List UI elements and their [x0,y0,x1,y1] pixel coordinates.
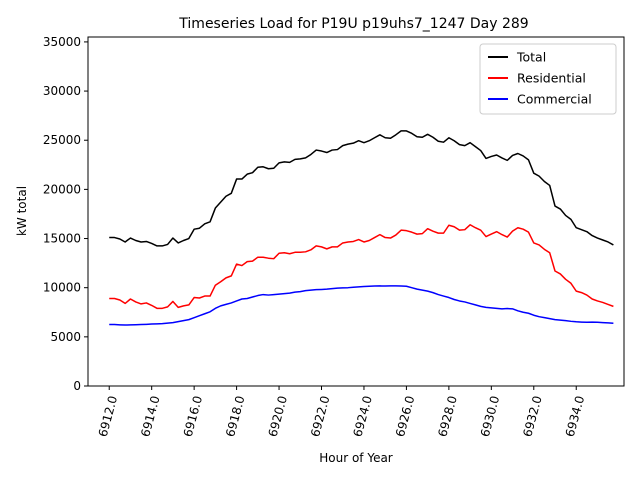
legend-label-total: Total [516,50,546,65]
y-tick-label: 10000 [43,281,81,295]
series-line-total [109,130,614,247]
y-tick-label: 15000 [43,232,81,246]
legend-label-commercial: Commercial [517,92,592,107]
y-tick-label: 5000 [50,330,81,344]
series-layer [109,130,614,326]
legend-box [479,43,617,115]
plot-frame [87,36,625,387]
y-tick-label: 0 [73,379,81,393]
x-axis-label: Hour of Year [319,451,393,465]
y-axis-label: kW total [15,186,29,236]
y-tick-label: 25000 [43,133,81,147]
legend-label-residential: Residential [517,71,586,86]
series-line-residential [109,224,614,310]
y-axis: 0 5000 10000 15000 20000 25000 30000 35000 [43,35,88,393]
series-line-commercial [109,285,614,326]
y-tick-label: 30000 [43,84,81,98]
legend: Total Residential Commercial [479,43,617,115]
y-tick-label: 35000 [43,35,81,49]
y-tick-label: 20000 [43,182,81,196]
chart-title: Timeseries Load for P19U p19uhs7_1247 Da… [178,16,528,32]
